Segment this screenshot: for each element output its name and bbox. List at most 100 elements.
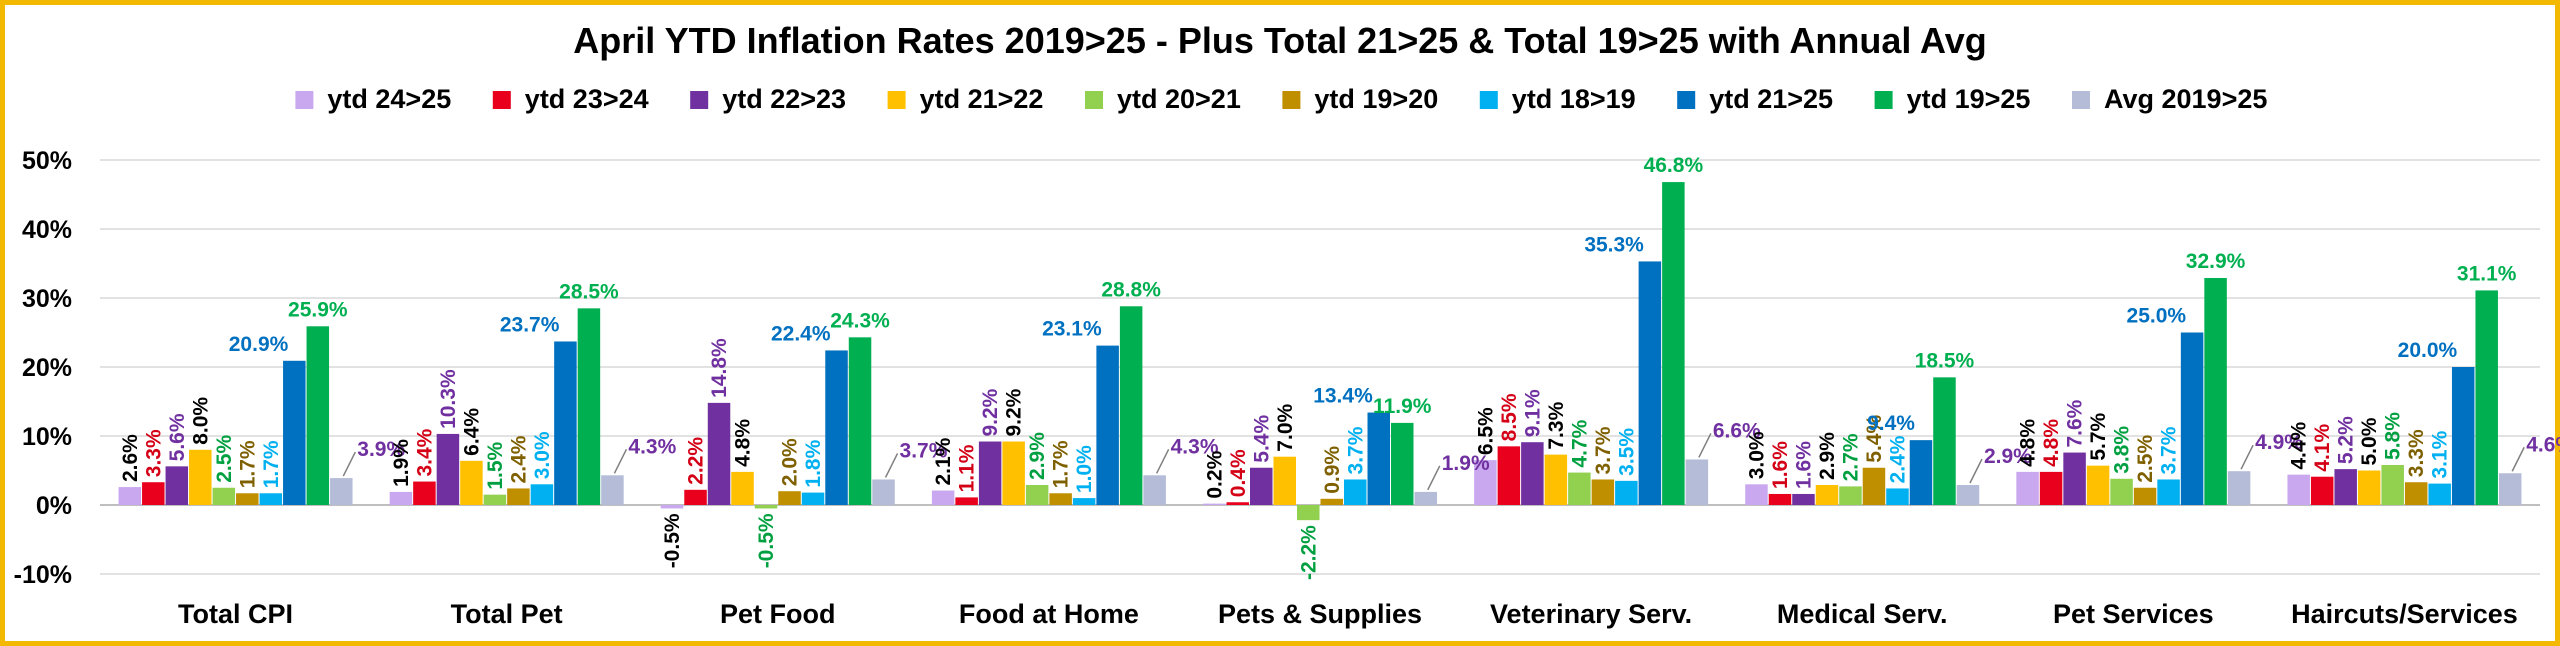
data-label: 1.6%	[1792, 441, 1815, 489]
x-tick-label: Haircuts/Services	[2291, 599, 2518, 629]
y-tick-label: 10%	[22, 423, 72, 451]
leader-line	[613, 448, 628, 474]
legend-item-ytd-19-25: ytd 19>25	[1874, 84, 2030, 114]
data-label: 1.7%	[236, 440, 259, 488]
legend-item-ytd-24-25: ytd 24>25	[295, 84, 451, 114]
bar-ytd-20-21	[1297, 505, 1320, 521]
legend-item-ytd-21-25: ytd 21>25	[1677, 84, 1833, 114]
data-label: 9.1%	[1521, 389, 1544, 437]
bar-ytd-22-23	[2063, 452, 2086, 505]
data-label: 1.7%	[1050, 440, 1073, 488]
legend-item-avg-2019-25: Avg 2019>25	[2072, 84, 2267, 114]
data-label: 13.4%	[1313, 385, 1373, 408]
bar-avg-2019-25	[1414, 491, 1437, 505]
gridlines	[100, 159, 2540, 575]
bar-ytd-21-22	[2086, 465, 2110, 505]
bar-ytd-23-24	[2039, 471, 2063, 505]
data-label: 2.9%	[1026, 432, 1049, 480]
data-label: 28.5%	[559, 280, 619, 303]
bar-ytd-21-25	[1909, 440, 1933, 505]
bar-ytd-20-21	[2381, 464, 2404, 505]
bar-ytd-22-23	[1521, 442, 1544, 505]
bar-ytd-24-25	[389, 491, 413, 505]
bar-ytd-20-21	[212, 487, 236, 505]
bar-ytd-19-20	[2133, 487, 2157, 505]
bars	[118, 182, 2522, 521]
x-tick-label: Total CPI	[178, 599, 293, 629]
data-label: 2.5%	[2134, 435, 2157, 483]
legend-swatch	[295, 91, 314, 109]
data-label: 32.9%	[2186, 250, 2246, 273]
data-label: 31.1%	[2457, 262, 2517, 285]
bar-ytd-20-21	[754, 505, 778, 509]
data-label: 3.3%	[142, 429, 165, 477]
data-label: 2.1%	[932, 437, 955, 485]
x-tick-label: Veterinary Serv.	[1490, 599, 1692, 629]
bar-ytd-24-25	[1203, 503, 1226, 505]
data-label: 6.4%	[460, 408, 483, 456]
bar-ytd-23-24	[1768, 493, 1792, 505]
leader-line	[1155, 448, 1170, 474]
bar-ytd-24-25	[118, 487, 142, 505]
bar-ytd-24-25	[1474, 460, 1497, 505]
leader-line	[2511, 446, 2525, 472]
bar-ytd-19-25	[1662, 182, 1685, 505]
data-label: 5.0%	[2358, 417, 2381, 465]
data-label: 4.8%	[2040, 419, 2063, 467]
legend-item-ytd-23-24: ytd 23>24	[492, 84, 649, 114]
bar-ytd-23-24	[1497, 446, 1521, 505]
data-label: 14.8%	[708, 338, 731, 398]
bar-ytd-19-25	[2475, 290, 2498, 505]
bar-ytd-19-20	[1862, 467, 1886, 505]
legend-label: ytd 21>22	[920, 84, 1044, 114]
bar-ytd-21-22	[2357, 470, 2381, 505]
data-label: 1.7%	[260, 440, 283, 488]
bar-ytd-23-24	[413, 481, 436, 505]
data-label: 3.7%	[900, 439, 948, 462]
data-label: 4.9%	[2255, 431, 2303, 454]
bar-ytd-22-23	[1250, 467, 1273, 505]
data-label: 5.7%	[2087, 412, 2110, 460]
data-label: 10.3%	[437, 369, 460, 429]
legend-label: ytd 23>24	[525, 84, 649, 114]
bar-ytd-21-25	[1367, 412, 1390, 505]
y-tick-label: 50%	[22, 147, 72, 175]
data-label: 2.4%	[507, 435, 530, 483]
x-tick-label: Pets & Supplies	[1218, 599, 1422, 629]
legend-item-ytd-19-20: ytd 19>20	[1282, 84, 1438, 114]
bar-ytd-22-23	[165, 466, 189, 505]
data-label: -2.2%	[1297, 525, 1320, 580]
data-label: 0.9%	[1321, 446, 1344, 494]
bar-ytd-21-22	[1544, 454, 1568, 505]
data-label: 4.3%	[628, 435, 676, 458]
data-label: 5.6%	[166, 413, 189, 461]
legend-swatch	[1677, 91, 1696, 109]
legend-swatch	[1282, 91, 1301, 109]
leader-line	[884, 453, 899, 478]
bar-ytd-21-25	[1638, 261, 1662, 505]
bar-ytd-19-20	[507, 488, 530, 505]
bar-ytd-19-25	[848, 337, 872, 505]
bar-ytd-23-24	[1226, 502, 1249, 505]
bar-ytd-19-25	[306, 326, 330, 505]
x-tick-label: Pet Food	[720, 599, 836, 629]
data-label: 7.6%	[2064, 399, 2087, 447]
data-label: 9.2%	[1003, 388, 1026, 436]
data-label: 0.4%	[1227, 449, 1250, 497]
bar-ytd-20-21	[1568, 472, 1591, 505]
data-label: 25.9%	[288, 298, 348, 321]
data-label: 11.9%	[1373, 395, 1432, 418]
data-label: 23.7%	[500, 313, 560, 336]
bar-ytd-20-21	[2110, 478, 2133, 505]
bar-avg-2019-25	[2498, 473, 2522, 505]
bar-avg-2019-25	[601, 475, 624, 505]
bar-avg-2019-25	[1685, 459, 1709, 505]
bar-ytd-24-25	[660, 505, 684, 509]
bar-avg-2019-25	[872, 479, 895, 505]
bar-ytd-21-22	[460, 460, 483, 505]
data-label: 7.0%	[1274, 404, 1297, 452]
x-tick-label: Total Pet	[451, 599, 563, 629]
bar-ytd-23-24	[142, 482, 165, 505]
bar-ytd-18-19	[1344, 479, 1367, 505]
